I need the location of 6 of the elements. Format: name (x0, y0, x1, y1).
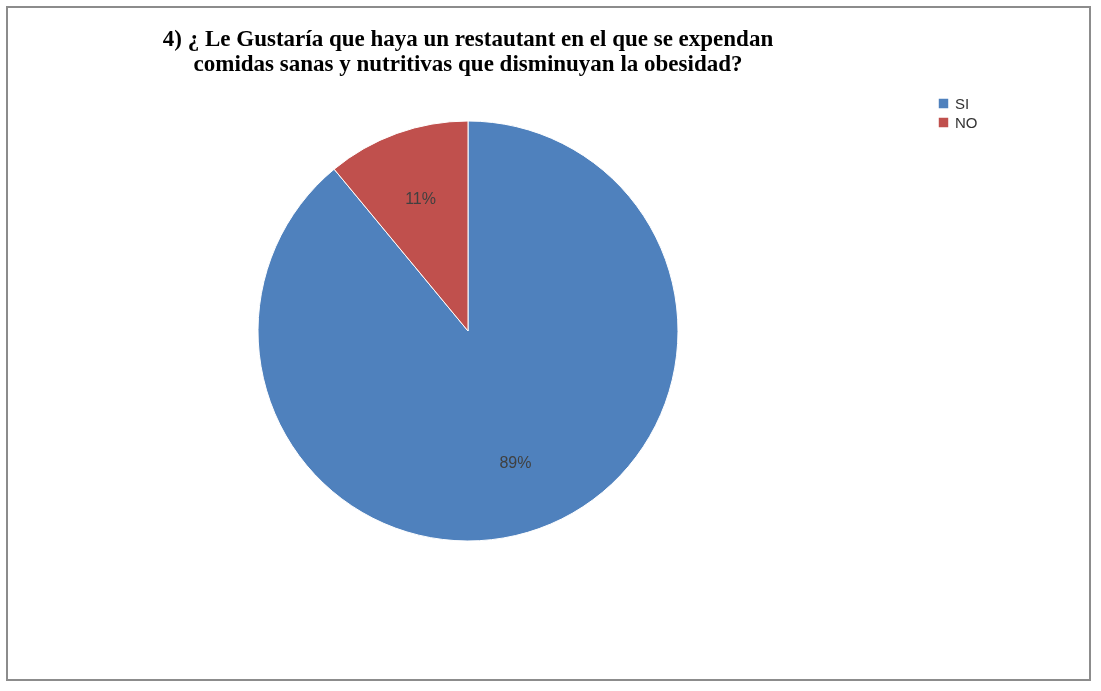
legend-label: NO (955, 113, 978, 131)
pie-slice (257, 120, 679, 542)
data-label: 89% (499, 453, 532, 471)
data-label: 11% (405, 190, 436, 208)
chart-title: 4) ¿ Le Gustaría que haya un restautant en el que se expendan comidas sanas y nutritivas que disminuyan la obesidad? (162, 26, 774, 76)
legend-label: SI (955, 94, 970, 112)
